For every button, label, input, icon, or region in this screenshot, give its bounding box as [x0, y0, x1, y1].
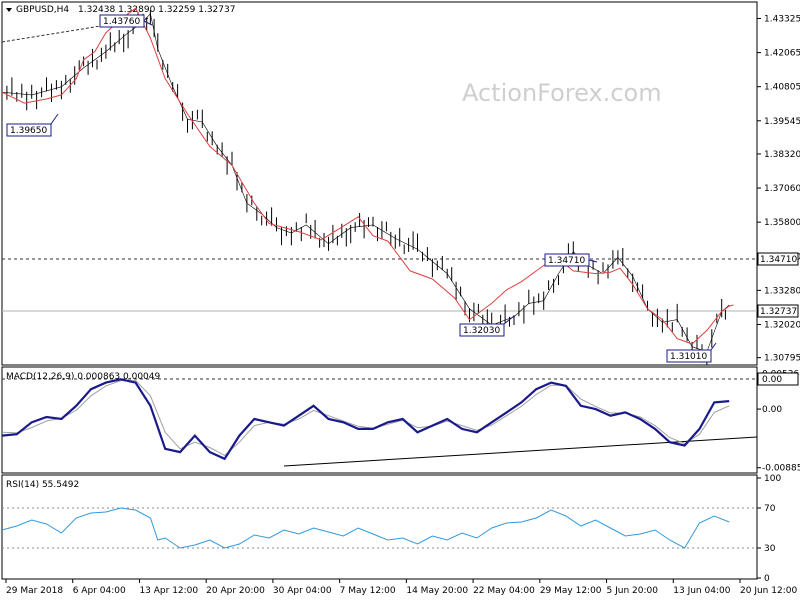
price-close-line	[1, 13, 730, 353]
time-axis-tick-label: 7 May 12:00	[340, 586, 396, 596]
price-axis-tick-label: 1.33280	[764, 286, 800, 296]
rsi-series	[1, 507, 730, 549]
high-label: 1.43760	[103, 17, 140, 27]
rsi-axis-tick-label: 30	[764, 544, 776, 554]
time-axis-tick-label: 29 Mar 2018	[6, 586, 63, 596]
rsi-title: RSI(14) 55.5492	[6, 480, 79, 490]
rsi-axis-tick-label: 100	[764, 474, 781, 484]
low-label: 1.31010	[670, 352, 707, 362]
macd-panel-frame	[1, 366, 758, 474]
price-axis-tick-label: 1.38320	[764, 150, 800, 160]
macd-axis-tick-label: 0.00	[762, 405, 782, 415]
rsi-axis: 100 70 30 0	[757, 474, 781, 584]
low-mid-label-box	[459, 323, 505, 337]
rsi-axis-tick-label: 0	[764, 574, 770, 584]
current-price-tag: 1.32737	[760, 307, 797, 317]
resistance-tag-box	[757, 252, 799, 266]
rsi-line	[1, 507, 730, 549]
price-annotations: 1.43760 1.39650 1.32030 1.34710 1.31010 …	[6, 14, 799, 386]
watermark: ActionForex.com	[462, 79, 662, 107]
collapse-triangle-icon	[6, 8, 12, 12]
price-axis-tick-label: 1.37060	[764, 184, 800, 194]
low-label-box	[666, 349, 712, 363]
macd-trendline	[283, 436, 758, 467]
macd-zero-tag: 0.00	[762, 375, 782, 385]
time-axis-tick-label: 20 Apr 20:00	[206, 586, 265, 596]
symbol-label: GBPUSD,H4	[16, 5, 69, 15]
rsi-panel-frame	[1, 474, 758, 580]
resistance-label: 1.34710	[548, 256, 585, 266]
price-axis-tick-label: 1.30795	[764, 354, 800, 364]
left-label-box	[6, 123, 52, 137]
time-axis-tick-label: 13 Apr 12:00	[139, 586, 198, 596]
current-price-tag-box	[757, 304, 799, 318]
indicator-legends: MACD(12,26,9) 0.000863 0.00049 RSI(14) 5…	[6, 372, 161, 490]
time-axis-tick-label: 22 May 04:00	[473, 586, 535, 596]
left-label: 1.39650	[10, 126, 47, 136]
low-mid-label-pointer	[503, 315, 515, 325]
time-axis-tick-label: 29 May 12:00	[540, 586, 602, 596]
time-axis-tick-label: 14 May 20:00	[406, 586, 468, 596]
header-legend: GBPUSD,H4 1.32438 1.32890 1.32259 1.3273…	[6, 5, 235, 15]
macd-line	[1, 378, 730, 461]
time-axis-tick-label: 30 Apr 04:00	[273, 586, 332, 596]
resistance-tag: 1.34710	[760, 255, 797, 265]
macd-zero-tag-box	[757, 372, 799, 386]
reference-lines	[1, 17, 758, 549]
time-axis-tick-label: 6 Apr 04:00	[73, 586, 126, 596]
macd-series	[1, 378, 730, 461]
macd-title: MACD(12,26,9) 0.000863 0.00049	[6, 372, 161, 382]
price-axis-tick-label: 1.35800	[764, 218, 800, 228]
price-panel-frame	[1, 1, 758, 366]
price-axis-tick-label: 1.40805	[764, 83, 800, 93]
price-axis-tick-label: 1.42065	[764, 49, 800, 59]
price-axis-tick-label: 1.39545	[764, 117, 800, 127]
low-mid-label: 1.32030	[463, 326, 500, 336]
low-label-pointer	[710, 342, 717, 351]
price-axis-tick-label: 1.32020	[764, 320, 800, 330]
time-axis-tick-label: 5 Jun 20:00	[607, 586, 659, 596]
rsi-axis-tick-label: 70	[764, 504, 776, 514]
price-axis-tick-label: 1.43325	[764, 14, 800, 24]
time-axis: 29 Mar 2018 6 Apr 04:00 13 Apr 12:00 20 Apr…	[5, 579, 797, 596]
left-label-pointer	[50, 113, 59, 125]
time-axis-tick-label: 13 Jun 04:00	[673, 586, 730, 596]
time-axis-tick-label: 20 Jun 12:00	[740, 586, 797, 596]
high-label-pointer	[143, 20, 153, 26]
macd-axis-tick-label: -0.008855	[762, 464, 800, 474]
ohlc-values: 1.32438 1.32890 1.32259 1.32737	[78, 5, 235, 15]
resistance-label-pointer	[588, 259, 598, 263]
